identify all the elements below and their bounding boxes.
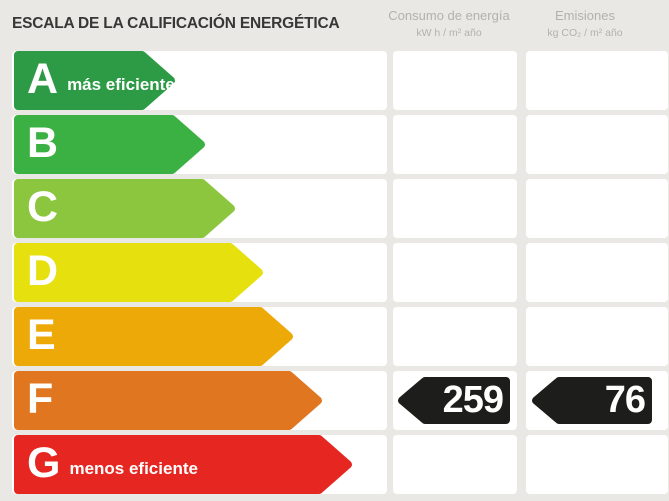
consumo-cell: [393, 243, 517, 302]
rating-row-a: A más eficiente: [12, 51, 668, 110]
rating-arrow-g-icon: [12, 435, 352, 494]
column-name-emisiones: Emisiones: [555, 8, 615, 23]
emisiones-cell: [526, 179, 668, 238]
rating-letter: E: [27, 311, 56, 359]
rating-letter: B: [27, 119, 59, 167]
rating-note: más eficiente: [67, 75, 175, 94]
consumo-cell: [393, 179, 517, 238]
rating-arrow-a-icon: [12, 51, 175, 110]
emisiones-cell: [526, 51, 668, 110]
rating-letter: G: [27, 439, 61, 487]
rating-row-b: B: [12, 115, 668, 174]
rating-letter: A: [27, 55, 59, 103]
consumo-cell: 259: [393, 371, 517, 430]
consumo-cell: [393, 51, 517, 110]
rating-row-c: C: [12, 179, 668, 238]
emisiones-cell: [526, 115, 668, 174]
rating-letter: F: [27, 375, 54, 423]
consumo-value-arrow: 259: [398, 377, 512, 424]
rating-row-f: 259 76 F: [12, 371, 668, 430]
rating-note: menos eficiente: [69, 459, 198, 478]
column-name-consumo: Consumo de energía: [388, 8, 510, 23]
rating-row-g: G menos eficiente: [12, 435, 668, 494]
rating-arrow-f-icon: [12, 371, 322, 430]
consumo-cell: [393, 435, 517, 494]
column-header-emisiones: Emisiones kg CO₂ / m² año: [514, 8, 656, 40]
consumo-cell: [393, 115, 517, 174]
consumo-cell: [393, 307, 517, 366]
emisiones-cell: [526, 243, 668, 302]
column-unit-emisiones: kg CO₂ / m² año: [547, 27, 623, 39]
column-unit-consumo: kW h / m² año: [416, 27, 482, 39]
emisiones-value-arrow: 76: [532, 377, 654, 424]
rating-arrow-d-icon: [12, 243, 263, 302]
rating-row-e: E: [12, 307, 668, 366]
rating-letter: D: [27, 247, 59, 295]
emisiones-cell: [526, 435, 668, 494]
rating-row-d: D: [12, 243, 668, 302]
column-header-consumo: Consumo de energía kW h / m² año: [381, 8, 517, 40]
emisiones-value: 76: [604, 379, 646, 421]
emisiones-cell: [526, 307, 668, 366]
rating-arrow-c-icon: [12, 179, 235, 238]
rating-letter: C: [27, 183, 59, 231]
rating-arrow-b-icon: [12, 115, 205, 174]
rating-arrow-e-icon: [12, 307, 293, 366]
consumo-value: 259: [442, 379, 504, 421]
page-title: ESCALA DE LA CALIFICACIÓN ENERGÉTICA: [12, 15, 340, 32]
emisiones-cell: 76: [526, 371, 668, 430]
